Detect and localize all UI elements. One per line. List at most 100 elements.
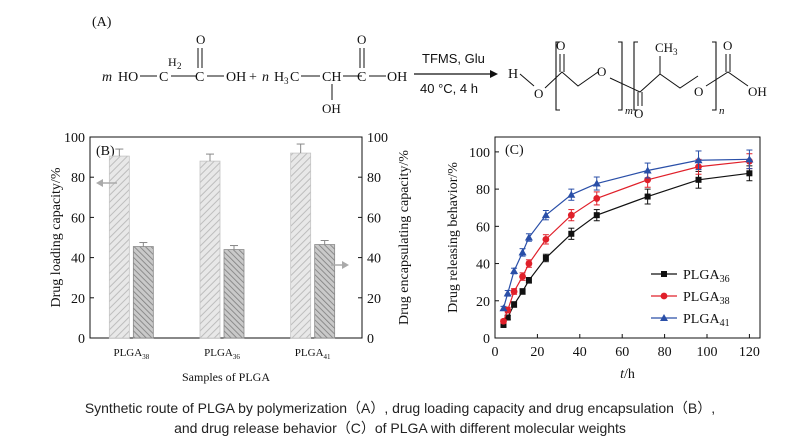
x-category-label: PLGA41 <box>295 347 331 361</box>
product-subscript-m: m <box>625 105 633 117</box>
data-point <box>524 233 533 241</box>
data-point <box>592 179 601 187</box>
reactant1-carbonyl-o: O <box>196 32 205 47</box>
x-tick-label: 120 <box>739 345 760 360</box>
product-ether-o-3: O <box>694 84 703 99</box>
product-h: H <box>508 67 518 82</box>
series-PLGA41 <box>499 149 754 312</box>
line-chart-panel-c: (C) 0 20 40 60 80 100 120 0 20 40 60 80 100 t/h Drug re… <box>446 136 761 382</box>
y-tick-label-left: 0 <box>78 332 85 347</box>
y-tick-label-left: 100 <box>64 131 85 146</box>
data-point <box>511 301 518 308</box>
data-point <box>644 193 651 200</box>
panel-c-label: (C) <box>505 143 524 158</box>
legend-marker <box>660 292 668 300</box>
bar-loading-capacity <box>290 152 312 339</box>
bar-chart-panel-b: (B) 0 0 20 20 40 40 60 60 80 80 100 100 PLGA38 PLGA36 P… <box>49 131 412 384</box>
reactant2-hydroxyl: OH <box>322 101 341 116</box>
x-axis-label: Samples of PLGA <box>182 370 270 384</box>
figure-caption-line-1: Synthetic route of PLGA by polymerizatio… <box>84 400 716 416</box>
data-point <box>500 317 507 325</box>
y-tick-label-right: 100 <box>367 131 388 146</box>
reactant2-coefficient: n <box>262 70 269 85</box>
data-point <box>518 248 527 256</box>
data-point <box>499 304 508 312</box>
reactant1-ch2-carbon: C <box>159 70 168 85</box>
reactant2-ch: CH <box>322 70 341 85</box>
bar-encapsulating-capacity <box>132 246 154 339</box>
y-axis-label-left: Drug loading capacity/% <box>49 167 64 307</box>
y-tick-label: 80 <box>476 183 490 198</box>
data-point <box>510 288 518 295</box>
x-tick-label: 100 <box>697 345 718 360</box>
product-bracket-n-right <box>712 41 717 111</box>
reactant1-oh: OH <box>226 70 246 85</box>
product-carbonyl-o-3: O <box>723 38 732 53</box>
product-bracket-n-left <box>633 41 638 111</box>
reactant2-h3c-sub: 3 <box>284 76 289 86</box>
data-point <box>500 321 507 328</box>
product-ch3: CH <box>655 40 673 55</box>
data-point <box>643 166 652 174</box>
x-tick-label: 40 <box>573 345 587 360</box>
x-tick-label: 80 <box>658 345 672 360</box>
right-axis-arrow-head <box>342 261 349 269</box>
y-tick-label-right: 40 <box>367 252 381 267</box>
series-PLGA38 <box>500 153 753 325</box>
reactant2-h3c-c: C <box>290 70 299 85</box>
data-point <box>504 314 511 321</box>
y-axis-label-right: Drug encapsulating capacity/% <box>397 150 412 325</box>
data-point <box>503 289 512 297</box>
product-ether-o-1: O <box>534 86 543 101</box>
data-point <box>542 235 550 243</box>
x-tick-label: 60 <box>615 345 629 360</box>
reactant1-ch2-h: H <box>168 55 177 69</box>
bar-encapsulating-capacity <box>314 244 336 339</box>
figure-caption-line-2: and drug release behavior（C）of PLGA with… <box>174 420 626 436</box>
reactant2-h3c-h: H <box>274 70 284 85</box>
reaction-scheme: (A) m HO C H 2 O C OH + n H 3 C CH OH O … <box>92 15 767 121</box>
data-point <box>746 170 753 177</box>
data-point <box>525 277 532 284</box>
y-tick-label-right: 60 <box>367 211 381 226</box>
series-PLGA36 <box>500 165 753 328</box>
x-category-label: PLGA36 <box>204 347 240 361</box>
data-point <box>504 306 512 314</box>
panel-b-label: (B) <box>96 144 115 159</box>
data-point <box>694 156 703 164</box>
legend-label: PLGA38 <box>683 290 730 307</box>
y-tick-label: 60 <box>476 220 490 235</box>
y-tick-label: 20 <box>476 295 490 310</box>
product-carbonyl-o-2: O <box>634 106 643 121</box>
x-tick-label: 0 <box>492 345 499 360</box>
product-ch3-sub: 3 <box>673 47 678 57</box>
y-tick-label: 0 <box>483 332 490 347</box>
reactant2-oh: OH <box>387 70 407 85</box>
reactant1-ho: HO <box>118 70 138 85</box>
product-carbonyl-o-1: O <box>556 38 565 53</box>
data-point <box>567 190 576 198</box>
data-point <box>567 211 575 219</box>
y-tick-label-left: 40 <box>71 252 85 267</box>
legend-label: PLGA36 <box>683 268 730 285</box>
y-tick-label: 40 <box>476 258 490 273</box>
reactant2-carbon: C <box>357 70 366 85</box>
legend-label: PLGA41 <box>683 312 730 329</box>
series-line <box>502 158 750 309</box>
panel-a-label: (A) <box>92 15 112 30</box>
product-bracket-m-left <box>555 41 560 111</box>
data-point <box>593 212 600 219</box>
data-point <box>525 260 533 267</box>
arrow-conditions-top: TFMS, Glu <box>422 51 485 66</box>
data-point <box>568 230 575 237</box>
panel-c-plot-frame <box>494 136 761 339</box>
data-point <box>519 288 526 295</box>
y-tick-label-left: 20 <box>71 292 85 307</box>
data-point <box>519 273 526 280</box>
reactant1-coefficient: m <box>102 70 112 85</box>
product-terminal-oh: OH <box>748 84 767 99</box>
x-axis-label: t/h <box>620 367 635 382</box>
y-tick-label-right: 0 <box>367 332 374 347</box>
legend-marker <box>661 271 667 277</box>
